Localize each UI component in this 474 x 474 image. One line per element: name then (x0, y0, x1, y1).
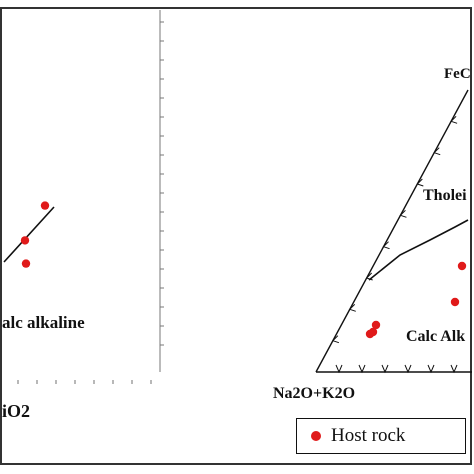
legend-label: Host rock (331, 425, 406, 446)
ternary-data-point (371, 320, 381, 330)
ternary-apex-left-label: Na2O+K2O (273, 385, 355, 402)
ternary-left-edge (315, 89, 469, 373)
ternary-base-tick (335, 364, 343, 374)
ternary-base-tick (381, 364, 389, 374)
ternary-base-tick (358, 364, 366, 374)
left-x-ticks (17, 380, 152, 384)
left-field-label-calc-alkaline: alc alkaline (2, 313, 85, 332)
left-points (20, 201, 50, 268)
ternary-left-tick (450, 115, 458, 124)
left-y-ticks (160, 21, 164, 346)
ternary-base-ticks (335, 364, 458, 374)
legend: Host rock (296, 418, 466, 454)
ternary-divider-curve (368, 219, 469, 281)
ternary-field-label-calc-alkaline: Calc Alk (406, 328, 465, 345)
ternary-base-tick (404, 364, 412, 374)
left-panel: alc alkaline iO2 (2, 10, 164, 421)
ternary-base-tick (427, 364, 435, 374)
left-data-point (40, 201, 50, 210)
ternary-left-tick (399, 209, 407, 218)
ternary-left-tick (348, 303, 356, 312)
right-points (365, 261, 467, 339)
ternary-left-tick (331, 335, 340, 344)
ternary-left-ticks (331, 115, 458, 344)
ternary-data-point (450, 297, 460, 307)
right-panel: FeC Na2O+K2O Tholei Calc Alk (273, 66, 472, 402)
ternary-data-point (365, 329, 375, 339)
left-divider-line (3, 206, 55, 263)
left-x-axis-label: iO2 (2, 401, 30, 421)
legend-marker (311, 431, 321, 441)
ternary-left-tick (433, 147, 441, 156)
ternary-data-point (457, 261, 467, 271)
figure-frame (0, 7, 472, 465)
ternary-field-label-tholeiitic: Tholei (423, 187, 467, 204)
left-data-point (21, 259, 31, 268)
ternary-left-tick (382, 241, 390, 250)
ternary-left-tick (416, 178, 424, 187)
ternary-apex-top-label: FeC (444, 66, 471, 82)
ternary-base-tick (450, 364, 458, 374)
left-data-point (20, 236, 30, 245)
